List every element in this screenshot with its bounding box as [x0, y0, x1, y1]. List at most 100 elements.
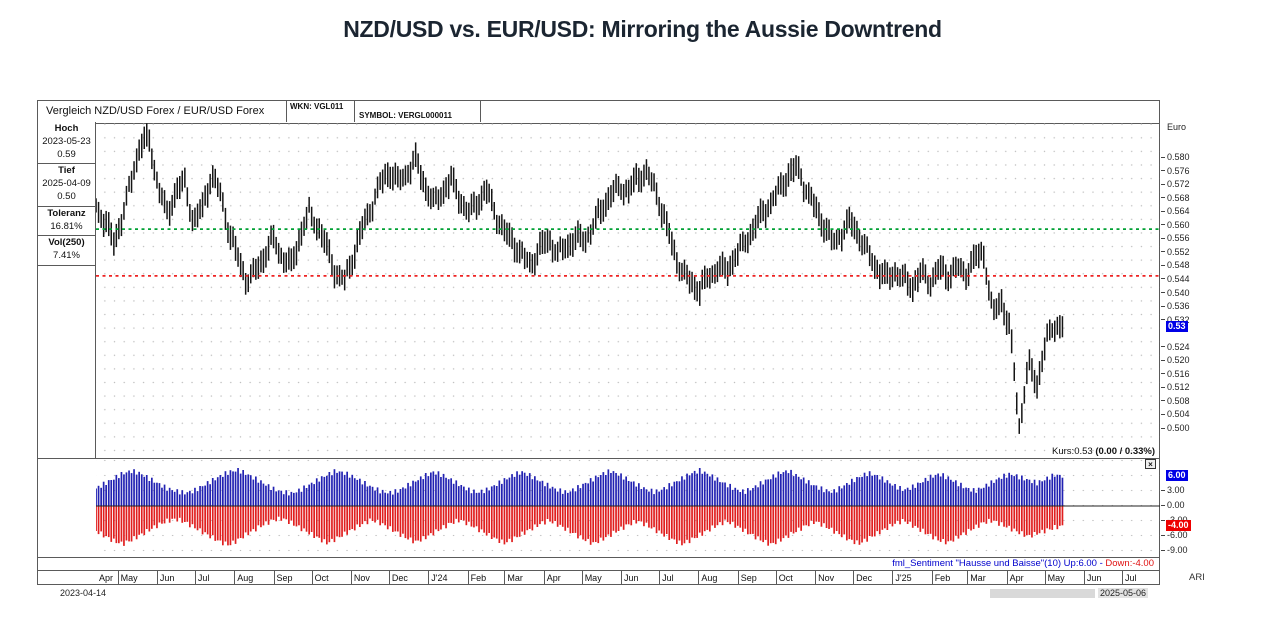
month-tick — [543, 571, 545, 585]
info-section-toleranz: Toleranz 16.81% — [38, 207, 95, 236]
sentiment-label-up: fml_Sentiment "Hausse und Baisse"(10) Up… — [892, 558, 1106, 569]
price-chart-canvas[interactable]: Kurs:0.53 (0.00 / 0.33%) — [96, 122, 1160, 458]
month-tick — [1083, 571, 1085, 585]
close-indicator-icon[interactable]: × — [1145, 459, 1156, 469]
price-tick: 0.524 — [1161, 342, 1190, 352]
month-label: Jul — [197, 573, 210, 583]
sentiment-up-badge: 6.00 — [1166, 469, 1188, 481]
price-axis-title: Euro — [1167, 122, 1187, 132]
month-tick — [892, 571, 894, 585]
range-start-date: 2023-04-14 — [60, 588, 107, 598]
sentiment-chart-canvas[interactable] — [96, 459, 1160, 557]
month-label: Nov — [353, 573, 370, 583]
month-label: Mar — [970, 573, 986, 583]
tief-value: 0.50 — [57, 191, 76, 202]
month-tick — [156, 571, 158, 585]
price-tick: 0.508 — [1161, 396, 1190, 406]
month-label: Feb — [470, 573, 487, 583]
month-tick — [1044, 571, 1046, 585]
month-tick — [737, 571, 739, 585]
price-tick: 0.580 — [1161, 152, 1190, 162]
price-plot-svg — [96, 123, 1160, 434]
month-label: May — [120, 573, 138, 583]
month-tick — [1006, 571, 1008, 585]
price-tick: 0.540 — [1161, 288, 1190, 298]
month-tick — [428, 571, 430, 585]
month-label: Nov — [818, 573, 835, 583]
month-tick — [931, 571, 933, 585]
chart-window: Vergleich NZD/USD Forex / EUR/USD Forex … — [37, 100, 1285, 620]
price-tick: 0.552 — [1161, 247, 1190, 257]
price-tick: 0.532 — [1161, 315, 1190, 325]
sentiment-tick: 0.00 — [1161, 500, 1185, 510]
month-tick — [350, 571, 352, 585]
date-axis: Apr May Jun Jul Aug Sep Oct Nov Dec J'24 Feb Mar Apr… — [38, 570, 1159, 586]
month-tick — [467, 571, 469, 585]
price-tick: 0.576 — [1161, 166, 1190, 176]
month-label: Sep — [276, 573, 293, 583]
month-label: May — [584, 573, 602, 583]
month-label: Jun — [159, 573, 175, 583]
sentiment-tick: -6.00 — [1161, 530, 1188, 540]
ari-watermark: ARI — [1189, 572, 1205, 583]
symbol-box: SYMBOL: VERGL000011 — [355, 101, 481, 122]
price-axis: Euro 0.580 0.576 0.572 0.568 0.564 0.560 0.556… — [1161, 121, 1223, 457]
kurs-readout: Kurs:0.53 (0.00 / 0.33%) — [1052, 446, 1155, 457]
month-tick — [234, 571, 236, 585]
month-tick — [194, 571, 196, 585]
month-tick — [698, 571, 700, 585]
price-tick: 0.572 — [1161, 179, 1190, 189]
month-tick — [311, 571, 313, 585]
range-end-date: 2025-05-06 — [1098, 588, 1149, 598]
month-tick — [117, 571, 119, 585]
month-label: Jul — [1125, 573, 1137, 583]
month-tick — [659, 571, 661, 585]
sentiment-down-badge: -4.00 — [1166, 519, 1191, 531]
toleranz-label: Toleranz — [47, 208, 86, 219]
tief-label: Tief — [58, 165, 75, 176]
month-tick — [388, 571, 390, 585]
month-label: J'25 — [895, 573, 912, 583]
month-label: Jul — [662, 573, 674, 583]
toleranz-value: 16.81% — [50, 221, 83, 232]
month-label: Apr — [99, 573, 114, 583]
price-tick: 0.560 — [1161, 220, 1190, 230]
month-label: Jun — [624, 573, 639, 583]
price-tick: 0.504 — [1161, 409, 1190, 419]
month-label: May — [1047, 573, 1065, 583]
hoch-value: 0.59 — [57, 149, 76, 160]
month-label: Sep — [740, 573, 757, 583]
sentiment-tick: 3.00 — [1161, 485, 1185, 495]
month-tick — [504, 571, 506, 585]
month-label: J'24 — [431, 573, 448, 583]
price-tick: 0.500 — [1161, 423, 1190, 433]
month-tick — [273, 571, 275, 585]
month-label: Mar — [507, 573, 523, 583]
month-label: Oct — [778, 573, 793, 583]
info-panel: Hoch 2023-05-23 0.59 Tief 2025-04-09 0.5… — [38, 122, 96, 458]
price-tick: 0.556 — [1161, 233, 1190, 243]
current-price-badge: 0.53 — [1166, 320, 1188, 332]
instrument-title: Vergleich NZD/USD Forex / EUR/USD Forex — [46, 105, 265, 117]
month-tick — [1122, 571, 1123, 585]
month-tick — [853, 571, 855, 585]
info-section-vol: Vol(250) 7.41% — [38, 236, 95, 266]
price-tick: 0.536 — [1161, 301, 1190, 311]
vol-value: 7.41% — [53, 250, 80, 261]
price-tick: 0.548 — [1161, 260, 1190, 270]
price-tick: 0.564 — [1161, 206, 1190, 216]
price-tick: 0.544 — [1161, 274, 1190, 284]
month-tick — [775, 571, 777, 585]
sentiment-indicator-label: fml_Sentiment "Hausse und Baisse"(10) Up… — [38, 557, 1159, 570]
info-section-tief: Tief 2025-04-09 0.50 — [38, 164, 95, 207]
price-tick: 0.568 — [1161, 193, 1190, 203]
range-strip — [990, 589, 1095, 598]
wkn-box: WKN: VGL011 — [286, 101, 355, 122]
sentiment-axis: 3.000.00-3.00-6.00-9.006.00-4.00 — [1161, 458, 1223, 556]
month-label: Dec — [856, 573, 873, 583]
chart-header: Vergleich NZD/USD Forex / EUR/USD Forex … — [38, 101, 1159, 124]
page-title: NZD/USD vs. EUR/USD: Mirroring the Aussi… — [343, 16, 942, 42]
month-label: Feb — [934, 573, 951, 583]
price-tick: 0.512 — [1161, 382, 1190, 392]
hoch-label: Hoch — [54, 123, 79, 134]
